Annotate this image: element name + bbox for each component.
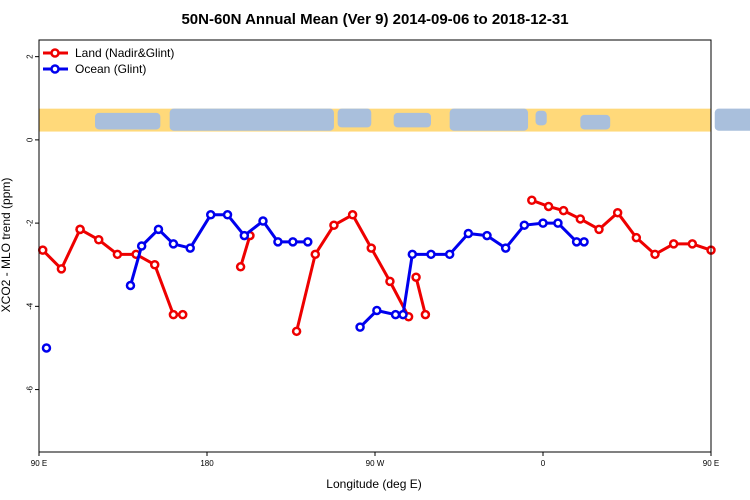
data-point	[553, 218, 563, 228]
y-tick-label: -6	[26, 385, 35, 393]
data-point	[579, 237, 589, 247]
data-point	[303, 237, 313, 247]
data-point	[519, 220, 530, 230]
data-point	[205, 210, 216, 220]
data-point	[239, 230, 250, 241]
map-ocean-region	[95, 112, 161, 130]
y-tick-label: -4	[26, 302, 35, 310]
data-point	[631, 232, 642, 243]
series-layer	[37, 195, 716, 353]
data-point	[347, 210, 358, 220]
data-point	[75, 224, 85, 235]
legend: Land (Nadir&Glint) Ocean (Glint)	[43, 46, 174, 76]
data-point	[426, 249, 436, 260]
data-point	[153, 224, 164, 235]
data-point	[420, 309, 431, 320]
series-line	[414, 276, 427, 316]
data-point	[594, 224, 604, 235]
map-ocean-region	[169, 108, 334, 131]
data-point	[355, 322, 365, 332]
data-point	[177, 309, 188, 320]
data-point	[329, 220, 339, 230]
x-tick-label: 90 E	[31, 459, 47, 468]
map-ocean-region	[580, 114, 611, 130]
map-ocean-region	[337, 108, 372, 128]
data-point	[575, 214, 586, 224]
legend-marker	[50, 48, 60, 58]
data-point	[463, 228, 474, 239]
map-ocean-region	[393, 112, 431, 128]
data-point	[112, 249, 123, 260]
series-line	[239, 235, 252, 268]
data-point	[185, 243, 195, 253]
data-point	[538, 218, 548, 228]
data-point	[612, 207, 623, 218]
data-point	[366, 243, 377, 253]
x-tick-label: 0	[541, 459, 546, 468]
data-point	[258, 216, 268, 226]
x-axis: 90 E 180 90 W 0 90 E	[31, 452, 719, 468]
data-point	[168, 309, 179, 320]
data-point	[558, 205, 569, 216]
legend-label: Ocean (Glint)	[75, 62, 146, 76]
data-point	[273, 237, 283, 247]
data-point	[411, 272, 421, 282]
legend-marker	[50, 64, 60, 74]
data-point	[390, 309, 401, 320]
data-point	[37, 245, 48, 255]
data-point	[136, 241, 147, 251]
data-point	[222, 210, 233, 220]
data-point	[125, 280, 136, 291]
data-point	[41, 343, 52, 353]
data-point	[385, 276, 395, 287]
data-point	[571, 237, 582, 247]
world-map-strip	[39, 108, 750, 132]
data-point	[149, 259, 160, 270]
data-point	[687, 239, 698, 249]
x-tick-label: 180	[200, 459, 214, 468]
data-point	[407, 249, 418, 260]
legend-label: Land (Nadir&Glint)	[75, 46, 174, 60]
series-line	[41, 228, 82, 271]
x-axis-label: Longitude (deg E)	[326, 477, 421, 491]
data-point	[650, 249, 660, 260]
data-point	[398, 309, 408, 320]
data-point	[372, 305, 382, 316]
data-point	[500, 243, 511, 253]
data-point	[168, 239, 179, 249]
data-point	[543, 201, 554, 212]
y-axis-label: XCO2 - MLO trend (ppm)	[0, 178, 13, 313]
data-point	[291, 326, 302, 337]
data-point	[235, 262, 246, 272]
y-tick-label: 0	[26, 137, 35, 142]
map-ocean-region	[714, 108, 750, 131]
map-ocean-region	[449, 108, 529, 131]
data-point	[310, 249, 321, 260]
y-axis: -6 -4 -2 0 2	[26, 54, 39, 393]
data-point	[56, 264, 67, 274]
data-point	[482, 230, 492, 241]
data-point	[668, 239, 679, 249]
x-tick-label: 90 E	[703, 459, 719, 468]
data-point	[527, 195, 537, 205]
y-tick-label: 2	[26, 54, 35, 59]
y-tick-label: -2	[26, 219, 35, 227]
x-tick-label: 90 W	[366, 459, 385, 468]
data-point	[288, 237, 298, 247]
data-point	[444, 249, 455, 260]
map-ocean-region	[535, 110, 547, 126]
chart-title: 50N-60N Annual Mean (Ver 9) 2014-09-06 t…	[181, 11, 568, 28]
data-point	[93, 235, 104, 245]
